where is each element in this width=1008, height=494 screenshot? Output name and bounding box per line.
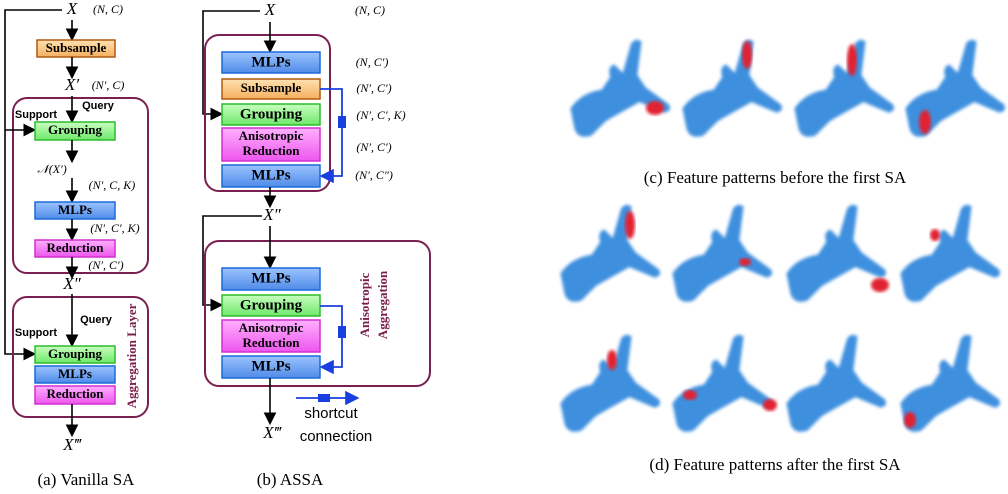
- support-line: [203, 216, 262, 305]
- point-cloud: [672, 205, 772, 302]
- box-label: Reduction: [242, 143, 300, 158]
- row-d: [560, 205, 1000, 432]
- point-cloud: [560, 205, 660, 302]
- shape-label: (N′, C): [92, 78, 125, 92]
- var-label: X″: [262, 205, 281, 224]
- shape-label: (N, C′): [356, 55, 389, 69]
- layer-label: Aggregation: [375, 270, 390, 339]
- shape-label: (N′, C″): [355, 168, 393, 182]
- shape-label: (N, C): [355, 3, 385, 17]
- point-cloud-images: (c) Feature patterns before the first SA…: [560, 40, 1005, 474]
- caption: (c) Feature patterns before the first SA: [644, 168, 907, 187]
- caption: (b) ASSA: [257, 470, 324, 489]
- panel-b: X (N, C) MLPs Subsample Grouping Anisotr…: [203, 0, 430, 489]
- shape-label: (N′, C′, K): [356, 108, 405, 122]
- box-label: Reduction: [46, 240, 104, 255]
- highlight: [646, 101, 664, 115]
- highlight: [742, 41, 752, 69]
- caption: (d) Feature patterns after the first SA: [649, 455, 901, 474]
- point-cloud: [794, 40, 894, 137]
- highlight: [847, 44, 857, 76]
- highlight: [904, 412, 916, 428]
- box-label: MLPs: [251, 358, 290, 374]
- shape-label: (N′, C, K): [89, 178, 136, 192]
- input-label: X: [66, 0, 78, 18]
- point-cloud: [570, 40, 670, 137]
- box-label: Grouping: [48, 122, 102, 137]
- highlight: [739, 258, 751, 266]
- highlight: [625, 211, 635, 239]
- point-cloud: [786, 335, 886, 432]
- shape-label: (N′, C′, K): [90, 221, 139, 235]
- figure: X (N, C) Subsample X′ (N′, C) Support Qu…: [0, 0, 1008, 494]
- output-label: X‴: [62, 435, 81, 454]
- var-label: 𝒩(X′): [37, 162, 66, 176]
- layer-label: Aggregation Layer: [124, 303, 139, 408]
- var-label: X″: [62, 274, 81, 293]
- box-label: Reduction: [242, 335, 300, 350]
- point-cloud: [900, 205, 1000, 302]
- legend-label: connection: [300, 428, 373, 445]
- highlight: [763, 399, 777, 411]
- box-label: Anisotropic: [239, 320, 304, 335]
- box-label: Grouping: [48, 346, 102, 361]
- box-label: MLPs: [58, 366, 92, 381]
- highlight: [871, 278, 889, 292]
- box-label: MLPs: [251, 167, 290, 183]
- caption: (a) Vanilla SA: [38, 470, 136, 489]
- highlight: [919, 110, 931, 134]
- box-label: Anisotropic: [239, 128, 304, 143]
- panel-a: X (N, C) Subsample X′ (N′, C) Support Qu…: [5, 0, 148, 489]
- point-cloud: [682, 40, 782, 137]
- point-cloud: [786, 205, 886, 302]
- query-label: Query: [80, 314, 113, 326]
- box-label: MLPs: [251, 270, 290, 286]
- highlight: [607, 350, 617, 370]
- var-label: X′: [64, 75, 79, 94]
- highlight: [683, 390, 697, 400]
- legend-block: [318, 394, 330, 402]
- box-label: MLPs: [58, 202, 92, 217]
- box-label: Grouping: [240, 297, 303, 313]
- highlight: [930, 229, 940, 241]
- row-c: [570, 40, 1005, 137]
- legend-label: shortcut: [304, 405, 358, 422]
- shape-label: (N, C): [93, 2, 123, 16]
- shape-label: (N′, C′): [356, 140, 391, 154]
- query-label: Query: [82, 100, 115, 112]
- output-label: X‴: [262, 423, 281, 442]
- shape-label: (N′, C′): [88, 258, 123, 272]
- box-label: Reduction: [46, 386, 104, 401]
- point-cloud: [560, 335, 660, 432]
- box-label: Subsample: [46, 40, 107, 55]
- input-label: X: [264, 0, 276, 19]
- support-label: Support: [15, 327, 57, 339]
- shortcut-block: [338, 116, 346, 128]
- shape-label: (N′, C′): [356, 81, 391, 95]
- layer-label: Anisotropic: [357, 272, 372, 337]
- support-label: Support: [15, 109, 57, 121]
- shortcut-block: [338, 326, 346, 338]
- box-label: Subsample: [241, 80, 302, 95]
- box-label: MLPs: [251, 54, 290, 70]
- box-label: Grouping: [240, 106, 303, 122]
- point-cloud: [672, 335, 772, 432]
